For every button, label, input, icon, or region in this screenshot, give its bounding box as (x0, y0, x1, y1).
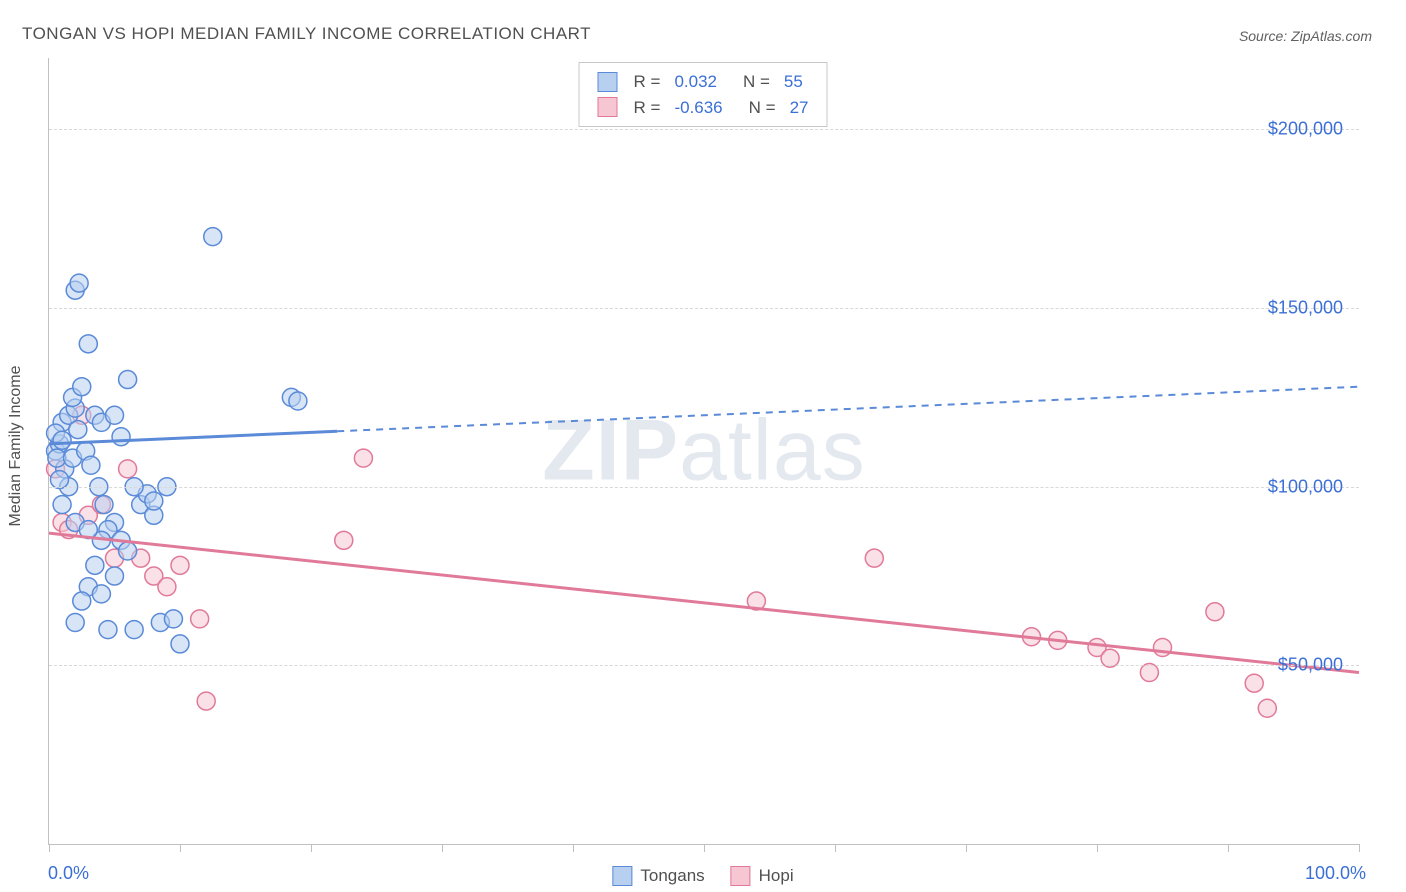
scatter-point (119, 371, 137, 389)
scatter-point (95, 496, 113, 514)
scatter-point (82, 456, 100, 474)
scatter-point (69, 421, 87, 439)
swatch-pink-icon (731, 866, 751, 886)
stat-n-label: N = (743, 69, 770, 95)
scatter-point (289, 392, 307, 410)
stat-r-value-tongans: 0.032 (674, 69, 717, 95)
scatter-point (164, 610, 182, 628)
legend-label-tongans: Tongans (640, 866, 704, 886)
x-tick (311, 844, 312, 852)
scatter-point (1245, 674, 1263, 692)
scatter-point (106, 406, 124, 424)
x-tick (1228, 844, 1229, 852)
scatter-point (158, 578, 176, 596)
swatch-blue-icon (598, 72, 618, 92)
x-tick (835, 844, 836, 852)
x-tick (1359, 844, 1360, 852)
trend-line-solid (49, 533, 1359, 672)
scatter-point (197, 692, 215, 710)
scatter-point (125, 621, 143, 639)
plot-area: ZIPatlas $50,000$100,000$150,000$200,000 (48, 58, 1359, 845)
scatter-point (171, 635, 189, 653)
y-tick-label: $100,000 (1268, 476, 1343, 497)
scatter-point (119, 460, 137, 478)
trend-line-solid (49, 431, 337, 444)
x-axis-max-label: 100.0% (1305, 863, 1366, 884)
scatter-point (354, 449, 372, 467)
y-axis-title: Median Family Income (7, 366, 25, 527)
scatter-svg (49, 58, 1359, 844)
scatter-point (1258, 699, 1276, 717)
scatter-point (106, 567, 124, 585)
stat-r-label: R = (634, 95, 661, 121)
scatter-point (1206, 603, 1224, 621)
swatch-pink-icon (598, 97, 618, 117)
stat-n-value-hopi: 27 (790, 95, 809, 121)
x-tick (442, 844, 443, 852)
stat-r-label: R = (634, 69, 661, 95)
scatter-point (73, 592, 91, 610)
stats-box: R = 0.032 N = 55 R = -0.636 N = 27 (579, 62, 828, 127)
legend-item-hopi: Hopi (731, 866, 794, 886)
scatter-point (145, 492, 163, 510)
scatter-point (92, 585, 110, 603)
y-tick-label: $50,000 (1278, 655, 1343, 676)
x-tick (1097, 844, 1098, 852)
scatter-point (99, 621, 117, 639)
x-tick (704, 844, 705, 852)
y-tick-label: $200,000 (1268, 119, 1343, 140)
gridline (49, 308, 1359, 309)
x-tick (49, 844, 50, 852)
x-tick (966, 844, 967, 852)
stats-row-tongans: R = 0.032 N = 55 (598, 69, 809, 95)
scatter-point (66, 613, 84, 631)
bottom-legend: Tongans Hopi (612, 866, 793, 886)
scatter-point (86, 556, 104, 574)
chart-title: TONGAN VS HOPI MEDIAN FAMILY INCOME CORR… (22, 24, 591, 44)
scatter-point (53, 496, 71, 514)
legend-item-tongans: Tongans (612, 866, 704, 886)
stat-n-value-tongans: 55 (784, 69, 803, 95)
scatter-point (865, 549, 883, 567)
scatter-point (1154, 639, 1172, 657)
gridline (49, 487, 1359, 488)
scatter-point (73, 378, 91, 396)
stats-row-hopi: R = -0.636 N = 27 (598, 95, 809, 121)
y-tick-label: $150,000 (1268, 298, 1343, 319)
legend-label-hopi: Hopi (759, 866, 794, 886)
scatter-point (204, 228, 222, 246)
scatter-point (119, 542, 137, 560)
gridline (49, 665, 1359, 666)
source-attribution: Source: ZipAtlas.com (1239, 28, 1372, 44)
scatter-point (79, 335, 97, 353)
stat-n-label: N = (749, 95, 776, 121)
x-tick (180, 844, 181, 852)
gridline (49, 129, 1359, 130)
trend-line-dashed (337, 387, 1359, 432)
scatter-point (112, 428, 130, 446)
x-tick (573, 844, 574, 852)
scatter-point (70, 274, 88, 292)
scatter-point (335, 531, 353, 549)
scatter-point (53, 431, 71, 449)
x-axis-min-label: 0.0% (48, 863, 89, 884)
swatch-blue-icon (612, 866, 632, 886)
scatter-point (171, 556, 189, 574)
stat-r-value-hopi: -0.636 (674, 95, 722, 121)
scatter-point (191, 610, 209, 628)
